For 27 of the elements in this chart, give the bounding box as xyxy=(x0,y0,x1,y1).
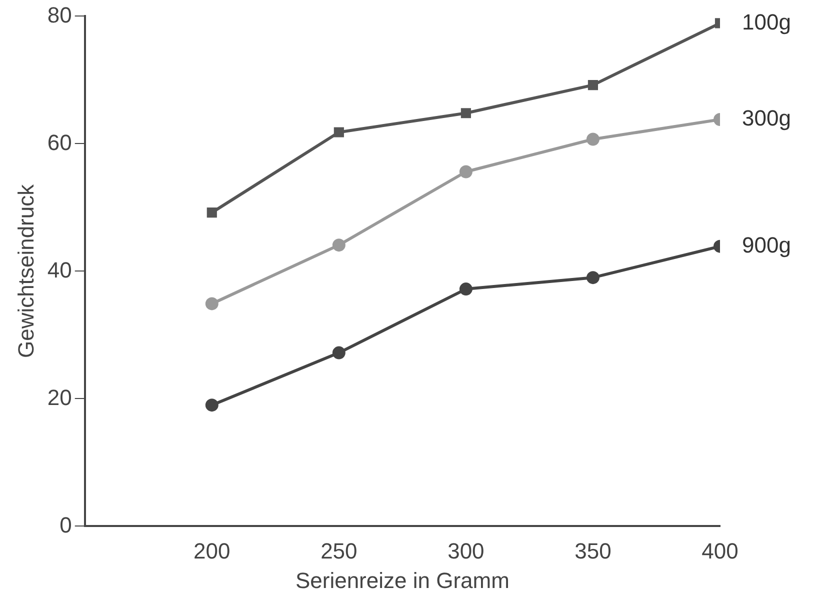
point xyxy=(332,238,346,252)
x-tick-label: 250 xyxy=(320,538,358,564)
series-label: 100g xyxy=(742,9,791,34)
y-tick-label: 40 xyxy=(47,257,72,282)
point xyxy=(586,132,600,146)
series-label: 900g xyxy=(742,232,791,258)
x-axis-title: Serienreize in Gramm xyxy=(295,568,510,593)
point xyxy=(588,80,598,90)
y-tick-label: 0 xyxy=(60,512,72,538)
point xyxy=(205,398,218,412)
point xyxy=(459,165,472,178)
y-tick-label: 20 xyxy=(47,384,72,410)
y-tick-label: 80 xyxy=(47,2,72,28)
point xyxy=(460,108,471,118)
point xyxy=(334,127,344,138)
x-tick-label: 200 xyxy=(194,538,230,564)
point xyxy=(459,282,472,296)
y-tick-label: 60 xyxy=(47,130,72,155)
y-axis-title: Gewichtseindruck xyxy=(13,183,38,358)
x-tick-label: 400 xyxy=(702,538,738,564)
point xyxy=(332,346,346,360)
point xyxy=(205,297,218,310)
series-label: 300g xyxy=(742,106,791,131)
x-tick-label: 350 xyxy=(574,538,612,564)
point xyxy=(586,271,600,284)
x-tick-label: 300 xyxy=(448,538,484,564)
point xyxy=(206,208,217,218)
